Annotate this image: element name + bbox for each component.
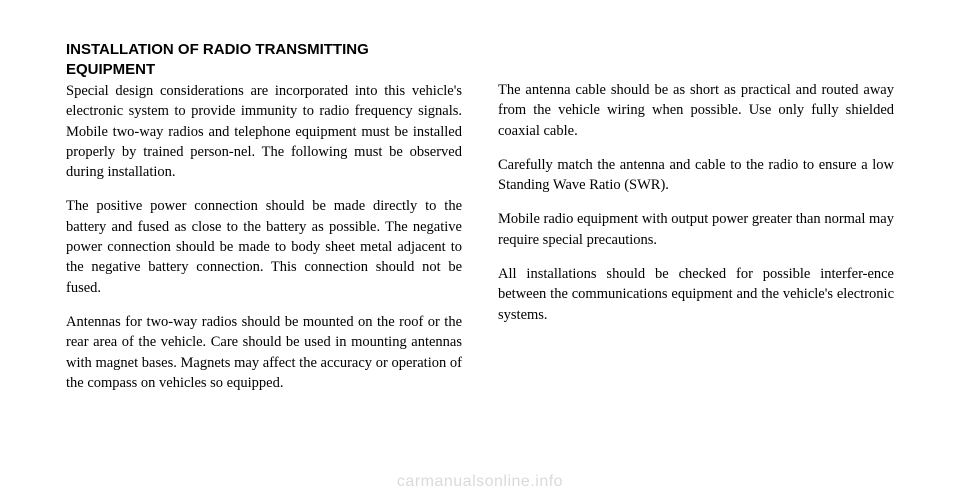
- body-paragraph: Antennas for two-way radios should be mo…: [66, 312, 462, 393]
- body-paragraph: The positive power connection should be …: [66, 196, 462, 297]
- body-paragraph: All installations should be checked for …: [498, 264, 894, 325]
- right-column: The antenna cable should be as short as …: [498, 40, 894, 473]
- body-paragraph: Mobile radio equipment with output power…: [498, 209, 894, 250]
- body-paragraph: The antenna cable should be as short as …: [498, 80, 894, 141]
- body-paragraph: Special design considerations are incorp…: [66, 81, 462, 182]
- section-heading: INSTALLATION OF RADIO TRANSMITTING EQUIP…: [66, 40, 462, 79]
- page-container: INSTALLATION OF RADIO TRANSMITTING EQUIP…: [66, 40, 894, 473]
- watermark-text: carmanualsonline.info: [397, 473, 563, 491]
- left-column: INSTALLATION OF RADIO TRANSMITTING EQUIP…: [66, 40, 462, 473]
- body-paragraph: Carefully match the antenna and cable to…: [498, 155, 894, 196]
